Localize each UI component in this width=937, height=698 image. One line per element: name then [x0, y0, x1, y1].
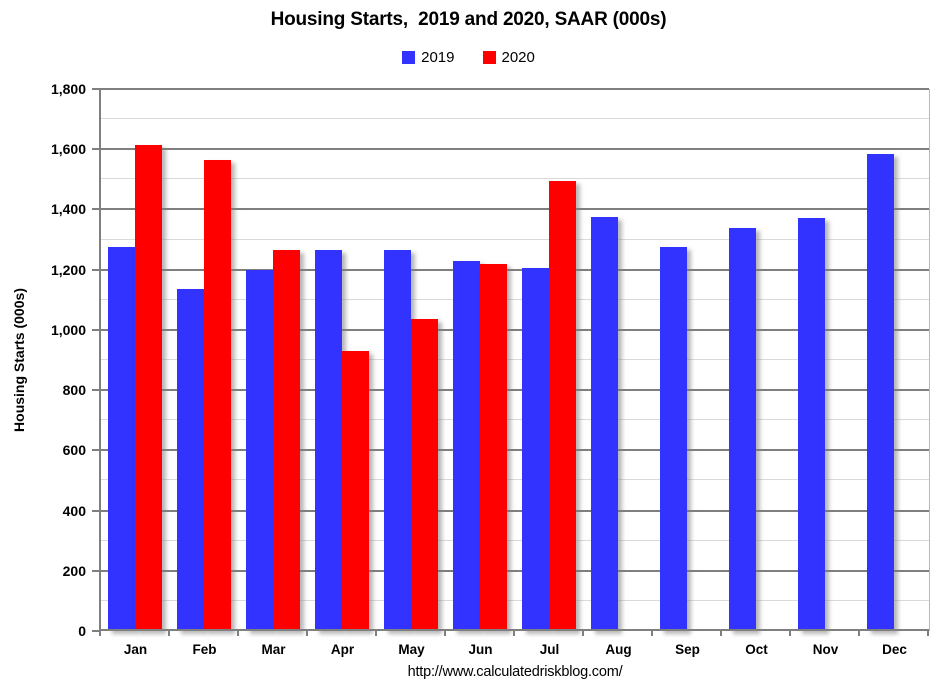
legend-item-2019: 2019 [402, 49, 455, 66]
y-axis-tickmark-1600 [92, 148, 101, 151]
gridline-major-800 [101, 389, 929, 392]
x-axis-tick-2 [237, 631, 239, 636]
y-axis-label-400: 400 [62, 502, 86, 519]
x-axis-label-Sep: Sep [675, 642, 700, 657]
gridline-minor-1300 [101, 238, 929, 240]
gridline-major-200 [101, 569, 929, 572]
x-axis-tick-7 [582, 631, 584, 636]
x-axis-label-May: May [398, 642, 425, 657]
bar-2019-Dec [867, 153, 894, 631]
bar-2020-Mar [273, 250, 300, 631]
y-axis-ticks [92, 88, 101, 632]
gridline-minor-1100 [101, 298, 929, 300]
x-axis-tick-4 [375, 631, 377, 636]
y-axis-label-600: 600 [62, 442, 86, 459]
y-axis-tickmark-1200 [92, 268, 101, 271]
y-axis-label-800: 800 [62, 382, 86, 399]
x-axis-tick-11 [858, 631, 860, 636]
bar-2020-Feb [204, 159, 231, 631]
y-axis-tickmark-600 [92, 449, 101, 452]
gridline-major-1400 [101, 208, 929, 211]
bar-2019-Apr [315, 250, 342, 631]
x-axis-tick-8 [651, 631, 653, 636]
gridline-minor-300 [101, 539, 929, 541]
x-axis-label-Nov: Nov [812, 642, 839, 657]
bar-2019-Feb [177, 289, 204, 631]
y-axis-label-1600: 1,600 [50, 141, 86, 158]
y-axis-label-0: 0 [78, 623, 86, 639]
legend-label-2020: 2020 [501, 49, 535, 66]
y-axis-label-1200: 1,200 [50, 261, 86, 278]
gridline-major-1600 [101, 148, 929, 151]
y-axis-tickmark-1400 [92, 208, 101, 211]
bar-2019-Jun [453, 260, 480, 631]
x-axis-label-Apr: Apr [330, 642, 355, 657]
x-axis-tick-1 [168, 631, 170, 636]
x-axis-line [99, 629, 929, 631]
gridline-major-600 [101, 449, 929, 452]
bar-2019-Oct [729, 227, 756, 631]
legend-swatch-2019 [402, 51, 416, 64]
y-axis-tickmark-1800 [92, 88, 101, 90]
bar-2019-Nov [798, 218, 825, 631]
y-axis-label-1800: 1,800 [50, 81, 86, 97]
gridline-minor-700 [101, 419, 929, 421]
x-axis-tick-10 [789, 631, 791, 636]
x-axis-label-Dec: Dec [882, 642, 907, 657]
gridline-major-1200 [101, 268, 929, 271]
gridline-minor-900 [101, 359, 929, 360]
y-axis-label-200: 200 [62, 562, 86, 579]
y-axis-tickmark-1000 [92, 328, 101, 331]
y-axis-tickmark-0 [92, 630, 101, 632]
x-axis-label-Aug: Aug [605, 642, 632, 657]
x-axis-tick-3 [306, 631, 308, 636]
chart-legend: 2019 2020 [0, 49, 937, 66]
footer-url: http://www.calculatedriskblog.com/ [407, 664, 623, 680]
legend-label-2019: 2019 [421, 49, 455, 66]
x-axis-tick-6 [513, 631, 515, 636]
gridline-major-400 [101, 509, 929, 512]
x-axis-labels: Jan Feb Mar Apr May Jun Jul Aug Sep Oct Nov Dec [101, 642, 929, 660]
bar-2020-Jul [549, 180, 576, 631]
bar-2019-Sep [660, 247, 687, 631]
x-axis-label-Feb: Feb [192, 642, 217, 657]
bar-2020-Apr [342, 350, 369, 631]
gridline-minor-1500 [101, 178, 929, 180]
bar-2019-Mar [246, 269, 273, 631]
y-axis-label-1000: 1,000 [50, 321, 86, 338]
bar-2020-Jun [480, 263, 507, 631]
y-axis-tickmark-400 [92, 509, 101, 512]
y-axis-labels: 0 200 400 600 800 1,000 1,200 1,400 1,600 1,800 [0, 81, 86, 639]
gridline-minor-100 [101, 599, 929, 601]
bar-2019-Aug [591, 216, 618, 631]
bar-2019-May [384, 250, 411, 631]
x-axis-label-Mar: Mar [261, 642, 286, 657]
chart-title: Housing Starts, 2019 and 2020, SAAR (000… [270, 9, 667, 30]
x-axis-tick-9 [720, 631, 722, 636]
y-axis-label-1400: 1,400 [50, 201, 86, 218]
gridline-minor-500 [101, 479, 929, 481]
x-axis-label-Jun: Jun [468, 642, 493, 657]
x-axis-tick-12 [927, 631, 929, 636]
gridline-major-1800 [101, 88, 929, 90]
x-axis-label-Jul: Jul [539, 642, 560, 657]
bar-2019-Jan [108, 247, 135, 631]
gridline-minor-1700 [101, 118, 929, 120]
bar-2020-May [411, 319, 438, 631]
gridline-major-1000 [101, 328, 929, 331]
legend-item-2020: 2020 [482, 49, 535, 66]
x-axis-tick-5 [444, 631, 446, 636]
y-axis-line [99, 89, 101, 636]
bar-2019-Jul [522, 268, 549, 631]
x-axis-label-Oct: Oct [745, 642, 768, 657]
bar-2020-Jan [135, 144, 162, 631]
x-axis-label-Jan: Jan [123, 642, 148, 657]
plot-area [101, 88, 930, 636]
y-axis-tickmark-200 [92, 569, 101, 572]
y-axis-tickmark-800 [92, 389, 101, 392]
legend-swatch-2020 [482, 51, 496, 64]
